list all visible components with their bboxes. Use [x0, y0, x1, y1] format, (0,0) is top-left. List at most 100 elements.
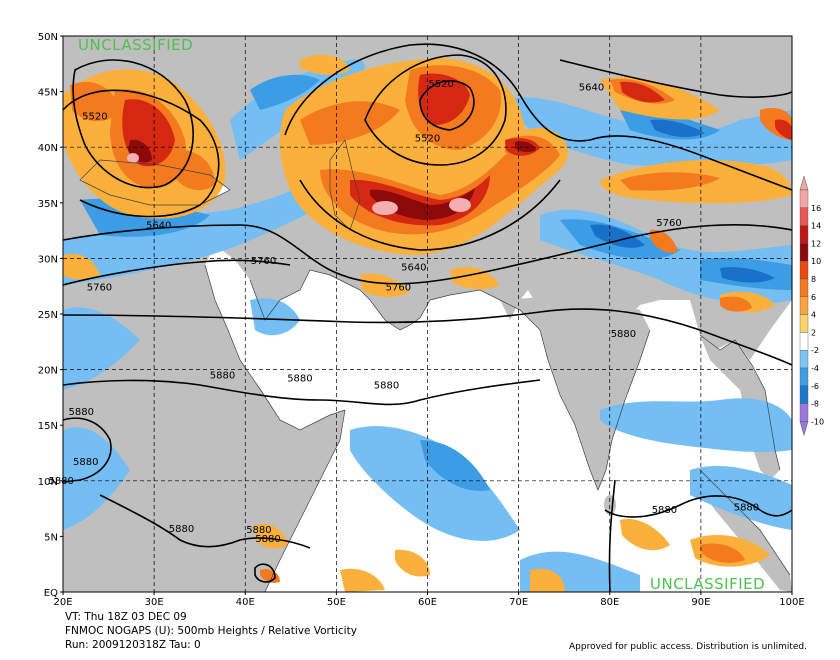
contour-5880-north: [63, 308, 792, 366]
contour-label-text: 5640: [401, 263, 426, 274]
contour-label-text: 5880: [169, 524, 194, 535]
contour-label-text: 5520: [428, 79, 453, 90]
contour-label: 5880: [255, 534, 280, 545]
contour-label-text: 5640: [146, 220, 171, 231]
contour-label-text: 5520: [415, 134, 440, 145]
legend-label: -4: [811, 364, 819, 373]
legend-swatch: [799, 367, 809, 386]
contour-5880-mid: [63, 379, 541, 406]
contour-5640-west: [63, 89, 220, 218]
legend-swatch: [799, 296, 809, 315]
lon-label: 80E: [600, 597, 619, 608]
classification-bottom: UNCLASSIFIED: [650, 575, 765, 593]
lat-label: EQ: [44, 588, 58, 599]
positive-vorticity-pink: [127, 153, 471, 215]
contour-5760-b: [63, 259, 291, 286]
legend-swatch: [799, 207, 809, 226]
contour-label-text: 5880: [734, 503, 759, 514]
legend-swatch: [799, 314, 809, 333]
contour-label: 5520: [415, 134, 440, 145]
footer-distribution-note: Approved for public access. Distribution…: [569, 642, 807, 652]
classification-top: UNCLASSIFIED: [78, 36, 193, 54]
contour-label: 5880: [68, 407, 93, 418]
lon-label: 70E: [509, 597, 528, 608]
contour-5880-east: [604, 495, 792, 518]
legend-swatch: [799, 261, 809, 280]
contour-label-text: 5880: [255, 534, 280, 545]
contour-label: 5880: [374, 380, 399, 391]
lon-label: 50E: [327, 597, 346, 608]
graticule: [63, 36, 792, 592]
lon-label: 40E: [236, 597, 255, 608]
lat-label: 10N: [38, 477, 58, 488]
legend-label: -8: [811, 400, 819, 409]
contour-5520-inner: [419, 80, 475, 131]
contour-5880-low: [254, 563, 276, 583]
lat-label: 35N: [38, 199, 58, 210]
contour-label: 5880: [73, 457, 98, 468]
contour-label-text: 5880: [287, 374, 312, 385]
lat-label: 50N: [38, 32, 58, 43]
contour-5880-west: [63, 417, 112, 483]
contour-label: 5760: [656, 218, 681, 229]
contour-label: 5880: [287, 374, 312, 385]
contour-label-text: 5880: [73, 457, 98, 468]
legend-swatch: [799, 350, 809, 369]
legend-bottom-arrow: [799, 421, 809, 437]
contour-label: 5880: [246, 525, 271, 536]
contour-label: 5640: [401, 263, 426, 274]
legend-label: -10: [811, 417, 824, 426]
contour-label: 5520: [82, 111, 107, 122]
contour-label: 5880: [734, 503, 759, 514]
contour-label-text: 5880: [48, 476, 73, 487]
lon-label: 20E: [53, 597, 72, 608]
height-contours: [63, 43, 792, 592]
contour-5640-north: [559, 59, 792, 98]
contour-label-text: 5880: [652, 505, 677, 516]
longitude-labels: 20E 30E 40E 50E 60E 70E 80E 90E 100E: [53, 592, 805, 608]
lat-label: 20N: [38, 366, 58, 377]
contour-5640-south: [299, 179, 561, 251]
legend-label: 2: [811, 328, 816, 337]
legend-label: 10: [811, 257, 821, 266]
contour-label-text: 5880: [374, 380, 399, 391]
negative-vorticity-dark: [590, 119, 775, 283]
contour-label-text: 5760: [386, 283, 411, 294]
legend-label: -6: [811, 382, 819, 391]
contour-label: 5640: [146, 220, 171, 231]
contour-label-text: 5880: [68, 407, 93, 418]
contour-label-text: 5880: [246, 525, 271, 536]
contour-label: 5880: [169, 524, 194, 535]
legend-swatch: [799, 225, 809, 244]
contour-5760: [63, 223, 792, 285]
contour-5880-south: [99, 494, 311, 549]
contour-label-text: 5760: [251, 256, 276, 267]
footer-model-title: FNMOC NOGAPS (U): 500mb Heights / Relati…: [65, 625, 357, 637]
legend-swatch: [799, 189, 809, 208]
contour-label-text: 5880: [210, 370, 235, 381]
negative-vorticity-light: [63, 59, 792, 592]
lon-label: 60E: [418, 597, 437, 608]
contour-label: 5880: [652, 505, 677, 516]
lat-label: 25N: [38, 310, 58, 321]
lat-label: 15N: [38, 421, 58, 432]
contour-labels: 5520 5520 5520 5640 5640 5640 5760 5760 5760 5760…: [48, 79, 759, 545]
positive-vorticity-dark: [128, 139, 536, 220]
contour-label: 5760: [251, 256, 276, 267]
contour-label: 5880: [210, 370, 235, 381]
legend-label: 4: [811, 311, 816, 320]
lon-label: 30E: [145, 597, 164, 608]
lat-label: 40N: [38, 143, 58, 154]
legend-label: 12: [811, 239, 821, 248]
lon-label: 100E: [779, 597, 804, 608]
contour-label: 5760: [87, 283, 112, 294]
contour-label: 5760: [386, 283, 411, 294]
footer-run: Run: 2009120318Z Tau: 0: [65, 639, 201, 651]
contour-label-text: 5760: [656, 218, 681, 229]
footer-valid-time: VT: Thu 18Z 03 DEC 09: [65, 611, 187, 623]
contour-label-text: 5640: [579, 82, 604, 93]
legend-swatch: [799, 278, 809, 297]
contour-5640-east: [284, 43, 792, 191]
lat-label: 45N: [38, 88, 58, 99]
